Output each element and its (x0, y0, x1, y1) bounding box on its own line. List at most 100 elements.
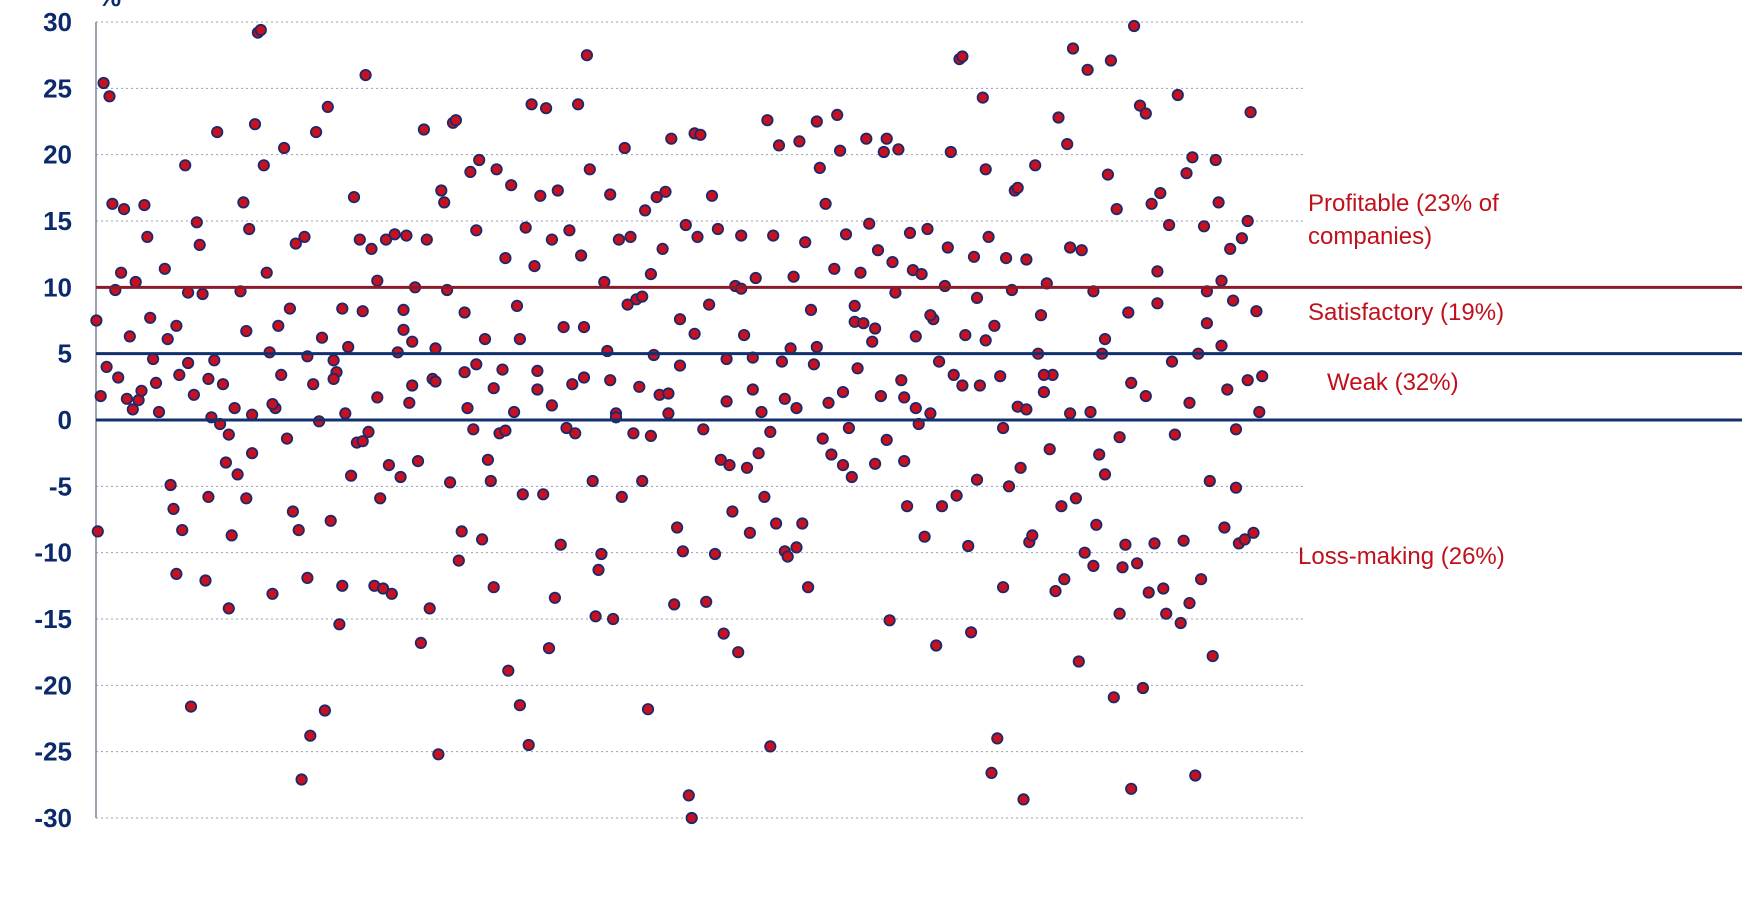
data-point (513, 332, 527, 346)
data-point (781, 550, 794, 563)
data-point (641, 703, 655, 716)
data-point (705, 189, 719, 202)
data-point (219, 456, 232, 469)
data-point (528, 259, 541, 273)
data-point (347, 191, 361, 204)
data-point (126, 403, 139, 416)
data-point (1195, 573, 1208, 586)
data-point (1163, 218, 1176, 232)
data-point (726, 505, 739, 518)
data-point (1064, 407, 1077, 420)
y-tick-label: -25 (34, 737, 72, 767)
data-point (1253, 405, 1266, 419)
data-point (222, 428, 235, 441)
y-axis-unit-label: % (98, 0, 121, 12)
data-point (1119, 538, 1132, 551)
data-point (539, 102, 553, 115)
data-point (1142, 586, 1155, 599)
data-point (534, 189, 547, 202)
data-point (839, 228, 853, 241)
data-points (90, 19, 1269, 825)
data-point (557, 320, 570, 334)
data-point (382, 458, 395, 472)
data-point (691, 230, 704, 243)
data-point (342, 340, 355, 354)
data-point (1218, 521, 1231, 534)
data-point (947, 368, 960, 381)
data-point (173, 368, 186, 381)
data-point (749, 271, 762, 285)
data-point (994, 370, 1007, 383)
data-point (1113, 431, 1126, 444)
data-point (900, 500, 914, 513)
data-point (1125, 782, 1138, 795)
data-point (1087, 559, 1100, 573)
data-point (280, 432, 294, 445)
y-tick-label: 15 (43, 206, 72, 236)
data-point (103, 90, 116, 103)
data-point (257, 159, 270, 172)
data-point (138, 199, 151, 212)
data-point (644, 267, 658, 281)
data-point (1177, 534, 1190, 547)
data-point (135, 384, 148, 397)
data-point (659, 185, 672, 198)
data-point (435, 184, 448, 197)
data-point (1084, 405, 1097, 419)
data-point (700, 595, 713, 608)
data-point (1235, 232, 1249, 245)
data-point (796, 517, 809, 530)
data-point (336, 579, 349, 592)
data-point (164, 478, 177, 492)
band-label-line: Profitable (23% of (1308, 190, 1499, 217)
data-point (604, 374, 617, 387)
data-point (924, 309, 937, 322)
data-point (845, 470, 858, 484)
data-point (1017, 793, 1030, 806)
data-point (1139, 107, 1152, 120)
data-point (563, 224, 576, 237)
data-point (397, 323, 410, 336)
data-point (376, 582, 390, 595)
data-point (353, 233, 366, 246)
data-point (1247, 526, 1260, 539)
data-point (1026, 529, 1039, 542)
data-point (1157, 582, 1170, 595)
data-point (801, 581, 815, 594)
band-label: Profitable (23% of companies) (1308, 190, 1499, 250)
data-point (1069, 492, 1083, 505)
data-point (289, 237, 302, 250)
data-point (464, 165, 477, 178)
data-point (836, 385, 850, 399)
data-point (193, 238, 206, 251)
data-point (892, 143, 905, 156)
data-point (1075, 244, 1088, 257)
data-point (513, 699, 527, 712)
data-point (365, 242, 378, 255)
data-point (935, 500, 949, 513)
data-point (793, 135, 806, 148)
data-point (231, 468, 244, 481)
data-point (735, 229, 748, 242)
data-point (866, 335, 879, 348)
y-tick-label: -15 (34, 604, 72, 634)
data-point (240, 492, 253, 505)
data-point (161, 332, 174, 346)
data-point (697, 423, 710, 436)
data-point (1107, 691, 1120, 704)
data-point (668, 598, 681, 611)
data-point (813, 161, 826, 174)
data-point (670, 521, 684, 534)
data-point (1139, 389, 1152, 403)
data-point (182, 286, 195, 299)
data-point (569, 427, 582, 440)
data-point (260, 266, 273, 279)
data-point (959, 328, 972, 342)
data-point (388, 228, 401, 241)
y-tick-labels: -30 -25 -20 -15 -10 -5 0 5 10 15 20 25 30 (34, 7, 72, 833)
data-point (123, 330, 136, 343)
data-point (624, 230, 637, 243)
data-point (1206, 649, 1219, 663)
data-point (187, 388, 200, 401)
data-point (1058, 573, 1071, 586)
